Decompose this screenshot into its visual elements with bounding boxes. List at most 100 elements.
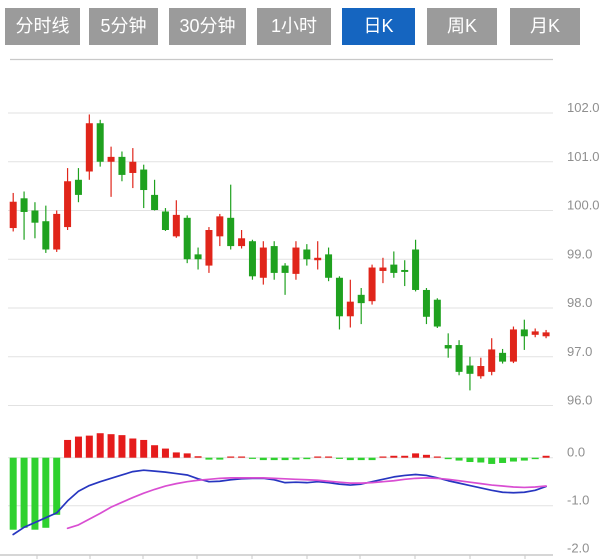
tab-30min[interactable]: 30分钟 <box>169 8 246 45</box>
price-axis-label: 99.0 <box>567 246 592 261</box>
candle-body <box>433 299 441 327</box>
candle-body <box>238 238 246 247</box>
candle-body <box>455 345 463 372</box>
macd-bar <box>205 457 213 460</box>
macd-bar <box>325 456 333 458</box>
candle-body <box>390 264 398 273</box>
macd-bar <box>259 457 267 461</box>
price-axis-label: 101.0 <box>567 149 600 164</box>
macd-bar <box>357 457 365 461</box>
macd-bar <box>238 456 246 458</box>
candle-body <box>85 123 93 172</box>
macd-bar <box>379 456 387 458</box>
macd-bar <box>9 457 17 530</box>
macd-bar <box>74 436 82 458</box>
macd-bar <box>129 438 137 458</box>
candle-body <box>303 249 311 260</box>
candle-body <box>64 181 72 228</box>
candle-body <box>227 217 235 247</box>
macd-bar <box>161 448 169 458</box>
candle-body <box>53 213 61 250</box>
macd-bar <box>488 457 496 464</box>
macd-bar <box>346 457 354 461</box>
candle-body <box>281 265 289 273</box>
macd-bar <box>433 456 441 458</box>
candle-body <box>259 247 267 278</box>
candle-body <box>248 241 256 277</box>
tab-monthly-k[interactable]: 月K <box>510 8 580 45</box>
macd-bar <box>140 439 148 458</box>
macd-bar <box>520 457 528 461</box>
candle-body <box>205 230 213 266</box>
period-tabbar: 分时线 5分钟 30分钟 1小时 日K 周K 月K <box>0 0 604 52</box>
candle-body <box>346 301 354 317</box>
macd-bar <box>31 457 39 530</box>
macd-bar <box>118 435 126 458</box>
price-axis-label: 102.0 <box>567 100 600 115</box>
candle-body <box>401 269 409 272</box>
macd-bar <box>422 454 430 458</box>
macd-bar <box>270 457 278 461</box>
dea-line <box>66 477 547 530</box>
candle-body <box>520 329 528 337</box>
candle-body <box>216 216 224 237</box>
candle-body <box>325 254 333 278</box>
candle-body <box>509 329 517 362</box>
candle-body <box>270 246 278 273</box>
macd-bar <box>216 457 224 460</box>
candle-body <box>118 156 126 175</box>
macd-axis-label: 0.0 <box>567 445 585 460</box>
candle-body <box>183 217 191 260</box>
candle-body <box>194 254 202 260</box>
macd-bar <box>303 457 311 460</box>
macd-bar <box>96 433 104 458</box>
candle-body <box>477 366 485 377</box>
candle-body <box>20 198 28 212</box>
price-axis-label: 98.0 <box>567 295 592 310</box>
macd-bar <box>477 457 485 463</box>
macd-bar <box>292 457 300 460</box>
candle-body <box>357 294 365 304</box>
macd-bar <box>183 453 191 458</box>
macd-bar <box>53 457 61 515</box>
macd-bar <box>194 456 202 458</box>
macd-axis-label: -2.0 <box>567 541 589 556</box>
macd-bar <box>20 457 28 528</box>
macd-bar <box>107 434 115 458</box>
macd-bar <box>42 457 50 528</box>
macd-bar <box>85 435 93 458</box>
macd-bar <box>401 455 409 458</box>
macd-bar <box>531 457 539 460</box>
tab-5min[interactable]: 5分钟 <box>89 8 158 45</box>
macd-bar <box>335 457 343 459</box>
tab-weekly-k[interactable]: 周K <box>427 8 497 45</box>
candle-body <box>542 332 550 337</box>
macd-bar <box>314 456 322 458</box>
macd-bar <box>542 455 550 458</box>
macd-bar <box>172 452 180 458</box>
macd-bar <box>151 445 159 458</box>
candle-body <box>96 123 104 162</box>
candle-body <box>412 249 420 290</box>
macd-bar <box>509 457 517 462</box>
tab-timeline[interactable]: 分时线 <box>5 8 80 45</box>
candle-body <box>140 169 148 191</box>
macd-bar <box>466 457 474 463</box>
price-axis-label: 96.0 <box>567 393 592 408</box>
tab-1hour[interactable]: 1小时 <box>257 8 331 45</box>
candle-body <box>466 365 474 374</box>
macd-bar <box>499 457 507 463</box>
candle-body <box>422 289 430 317</box>
tab-daily-k[interactable]: 日K <box>342 8 415 45</box>
macd-bar <box>412 453 420 458</box>
candle-body <box>107 156 115 162</box>
candle-body <box>9 201 17 229</box>
macd-bar <box>368 457 376 461</box>
dif-line <box>12 469 547 536</box>
candle-body <box>129 161 137 173</box>
candle-body <box>531 331 539 335</box>
candle-body <box>335 277 343 317</box>
macd-bar <box>248 457 256 459</box>
